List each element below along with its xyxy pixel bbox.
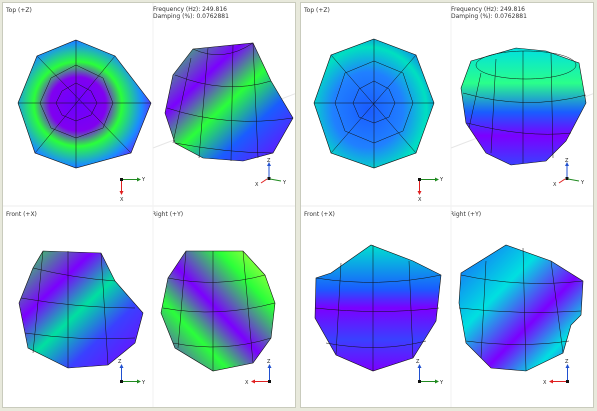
front-view-label: Front (+X)	[6, 211, 37, 218]
right-view-label: Right (+Y)	[450, 211, 482, 218]
svg-text:Y: Y	[282, 180, 287, 186]
right-mode-shape-scene: Y X Z Y X Z Y Z	[301, 3, 593, 407]
svg-text:X: X	[418, 197, 422, 203]
axis-triad-front: Z Y	[416, 359, 444, 386]
mesh-iso-view	[460, 47, 587, 166]
svg-text:X: X	[245, 380, 249, 386]
svg-text:X: X	[543, 380, 547, 386]
mesh-iso-view	[164, 42, 294, 162]
svg-text:X: X	[120, 197, 124, 203]
svg-text:X: X	[255, 182, 259, 188]
axis-triad-top: Y X	[119, 177, 146, 203]
mesh-right-view	[458, 244, 584, 372]
axis-triad-iso: Z Y X	[553, 158, 585, 188]
axis-triad-iso: Z Y X	[255, 158, 287, 188]
svg-text:Y: Y	[141, 380, 146, 386]
mesh-top-view	[313, 38, 435, 169]
svg-text:Z: Z	[416, 359, 420, 365]
svg-text:Y: Y	[580, 180, 585, 186]
axis-triad-right: Z X	[245, 359, 272, 386]
axis-triad-top: Y X	[417, 177, 444, 203]
viewport-panel-left[interactable]: Top (+Z) Frequency (Hz): 249.816 Damping…	[2, 2, 296, 408]
mesh-right-view	[160, 250, 276, 372]
svg-text:Y: Y	[439, 177, 444, 183]
axis-triad-front: Z Y	[118, 359, 146, 386]
top-view-label: Top (+Z)	[6, 7, 32, 14]
svg-text:Y: Y	[439, 380, 444, 386]
svg-text:Z: Z	[565, 158, 569, 164]
svg-text:Z: Z	[565, 359, 569, 365]
svg-text:Z: Z	[118, 359, 122, 365]
mesh-front-view	[314, 244, 442, 372]
left-mode-shape-scene: Y X Z Y X Z Y Z	[3, 3, 295, 407]
top-view-label: Top (+Z)	[304, 7, 330, 14]
frequency-readout: Frequency (Hz): 249.816	[153, 6, 227, 13]
front-view-label: Front (+X)	[304, 211, 335, 218]
mesh-front-view	[18, 250, 144, 369]
mesh-top-view	[17, 39, 152, 169]
svg-text:Y: Y	[141, 177, 146, 183]
damping-readout: Damping (%): 0.0762881	[451, 13, 527, 20]
frequency-readout: Frequency (Hz): 249.816	[451, 6, 525, 13]
svg-text:Z: Z	[267, 359, 271, 365]
svg-text:X: X	[553, 182, 557, 188]
right-view-label: Right (+Y)	[152, 211, 184, 218]
viewport-panel-right[interactable]: Top (+Z) Frequency (Hz): 249.816 Damping…	[300, 2, 594, 408]
axis-triad-right: Z X	[543, 359, 570, 386]
damping-readout: Damping (%): 0.0762881	[153, 13, 229, 20]
svg-text:Z: Z	[267, 158, 271, 164]
